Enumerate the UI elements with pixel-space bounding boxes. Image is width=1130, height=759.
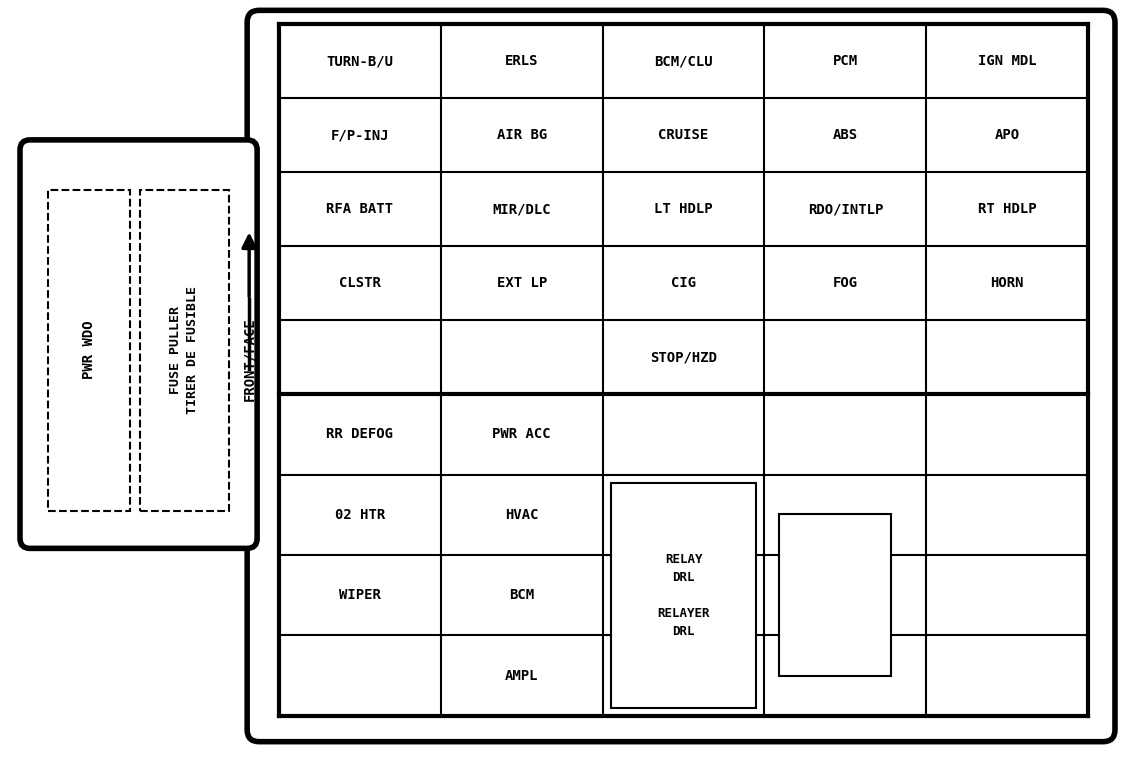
Text: PWR WDO: PWR WDO xyxy=(81,321,96,380)
Text: RELAY
DRL

RELAYER
DRL: RELAY DRL RELAYER DRL xyxy=(658,553,710,638)
Bar xyxy=(47,190,130,511)
Text: PWR ACC: PWR ACC xyxy=(493,427,551,442)
Text: CLSTR: CLSTR xyxy=(339,276,381,290)
Text: 02 HTR: 02 HTR xyxy=(334,508,385,521)
Bar xyxy=(780,514,892,676)
Text: EXT LP: EXT LP xyxy=(496,276,547,290)
Bar xyxy=(610,483,756,708)
Text: F/P-INJ: F/P-INJ xyxy=(331,128,389,142)
Text: TURN-B/U: TURN-B/U xyxy=(327,55,393,68)
Text: RFA BATT: RFA BATT xyxy=(327,202,393,216)
Text: WIPER: WIPER xyxy=(339,588,381,602)
Text: FOG: FOG xyxy=(833,276,858,290)
Text: CIG: CIG xyxy=(671,276,696,290)
Text: STOP/HZD: STOP/HZD xyxy=(650,350,718,364)
Text: RDO/INTLP: RDO/INTLP xyxy=(808,202,883,216)
FancyBboxPatch shape xyxy=(247,11,1115,742)
Text: HORN: HORN xyxy=(990,276,1024,290)
Text: AIR BG: AIR BG xyxy=(496,128,547,142)
Text: BCM: BCM xyxy=(510,588,534,602)
Text: FRONT/FACE: FRONT/FACE xyxy=(242,317,257,401)
Bar xyxy=(140,190,229,511)
Text: ABS: ABS xyxy=(833,128,858,142)
Text: RR DEFOG: RR DEFOG xyxy=(327,427,393,442)
Text: BCM/CLU: BCM/CLU xyxy=(654,55,713,68)
Text: MIR/DLC: MIR/DLC xyxy=(493,202,551,216)
Text: FUSE PULLER
TIRER DE FUSIBLE: FUSE PULLER TIRER DE FUSIBLE xyxy=(170,286,199,414)
Text: AMPL: AMPL xyxy=(505,669,539,682)
Text: CRUISE: CRUISE xyxy=(659,128,709,142)
Text: RT HDLP: RT HDLP xyxy=(977,202,1036,216)
FancyBboxPatch shape xyxy=(20,140,258,549)
Text: PCM: PCM xyxy=(833,55,858,68)
Text: IGN MDL: IGN MDL xyxy=(977,55,1036,68)
Text: APO: APO xyxy=(994,128,1019,142)
Text: LT HDLP: LT HDLP xyxy=(654,202,713,216)
Text: HVAC: HVAC xyxy=(505,508,539,521)
Polygon shape xyxy=(247,149,259,674)
Text: ERLS: ERLS xyxy=(505,55,539,68)
